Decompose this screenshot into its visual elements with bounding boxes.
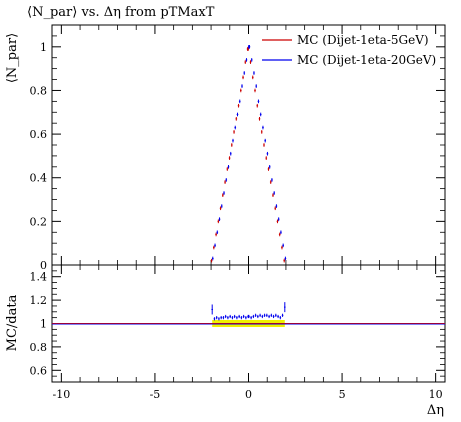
main-y-tick-label: 0.8	[30, 84, 48, 97]
legend: MC (Dijet-1eta-5GeV) MC (Dijet-1eta-20Ge…	[262, 33, 436, 67]
main-y-ticks: 0 0.2 0.4 0.6 0.8 1	[30, 35, 445, 272]
x-tick-label: 5	[339, 388, 346, 401]
main-data-points	[210, 45, 287, 263]
main-y-tick-label: 0.4	[30, 172, 48, 185]
x-tick-label: 0	[245, 388, 252, 401]
x-ticks: -10 -5 0 5 10	[52, 25, 443, 401]
ratio-y-axis-label: MC/data	[5, 294, 20, 351]
ratio-y-tick-label: 1	[40, 318, 47, 331]
ratio-y-tick-label: 0.8	[30, 341, 48, 354]
main-y-tick-label: 1	[40, 41, 47, 54]
ratio-y-tick-label: 0.6	[30, 364, 48, 377]
x-tick-label: -5	[150, 388, 161, 401]
ratio-y-tick-label: 1.2	[30, 294, 48, 307]
x-tick-label: 10	[429, 388, 443, 401]
x-axis-label: Δη	[427, 403, 444, 418]
ratio-data-points	[211, 302, 286, 321]
main-y-tick-label: 0.2	[30, 215, 48, 228]
legend-entry-series-1: MC (Dijet-1eta-5GeV)	[297, 33, 429, 47]
main-y-axis-label: ⟨N_par⟩	[5, 33, 20, 83]
ratio-y-ticks: 0.6 0.8 1 1.2 1.4	[30, 270, 445, 377]
ratio-uncertainty-band	[52, 319, 445, 328]
legend-entry-series-2: MC (Dijet-1eta-20GeV)	[297, 53, 436, 67]
main-y-tick-label: 0.6	[30, 128, 48, 141]
main-y-tick-label: 0	[40, 259, 47, 272]
chart-title: ⟨N_par⟩ vs. Δη from pTMaxT	[27, 5, 215, 20]
x-tick-label: -10	[52, 388, 70, 401]
ratio-y-tick-label: 1.4	[30, 271, 48, 284]
